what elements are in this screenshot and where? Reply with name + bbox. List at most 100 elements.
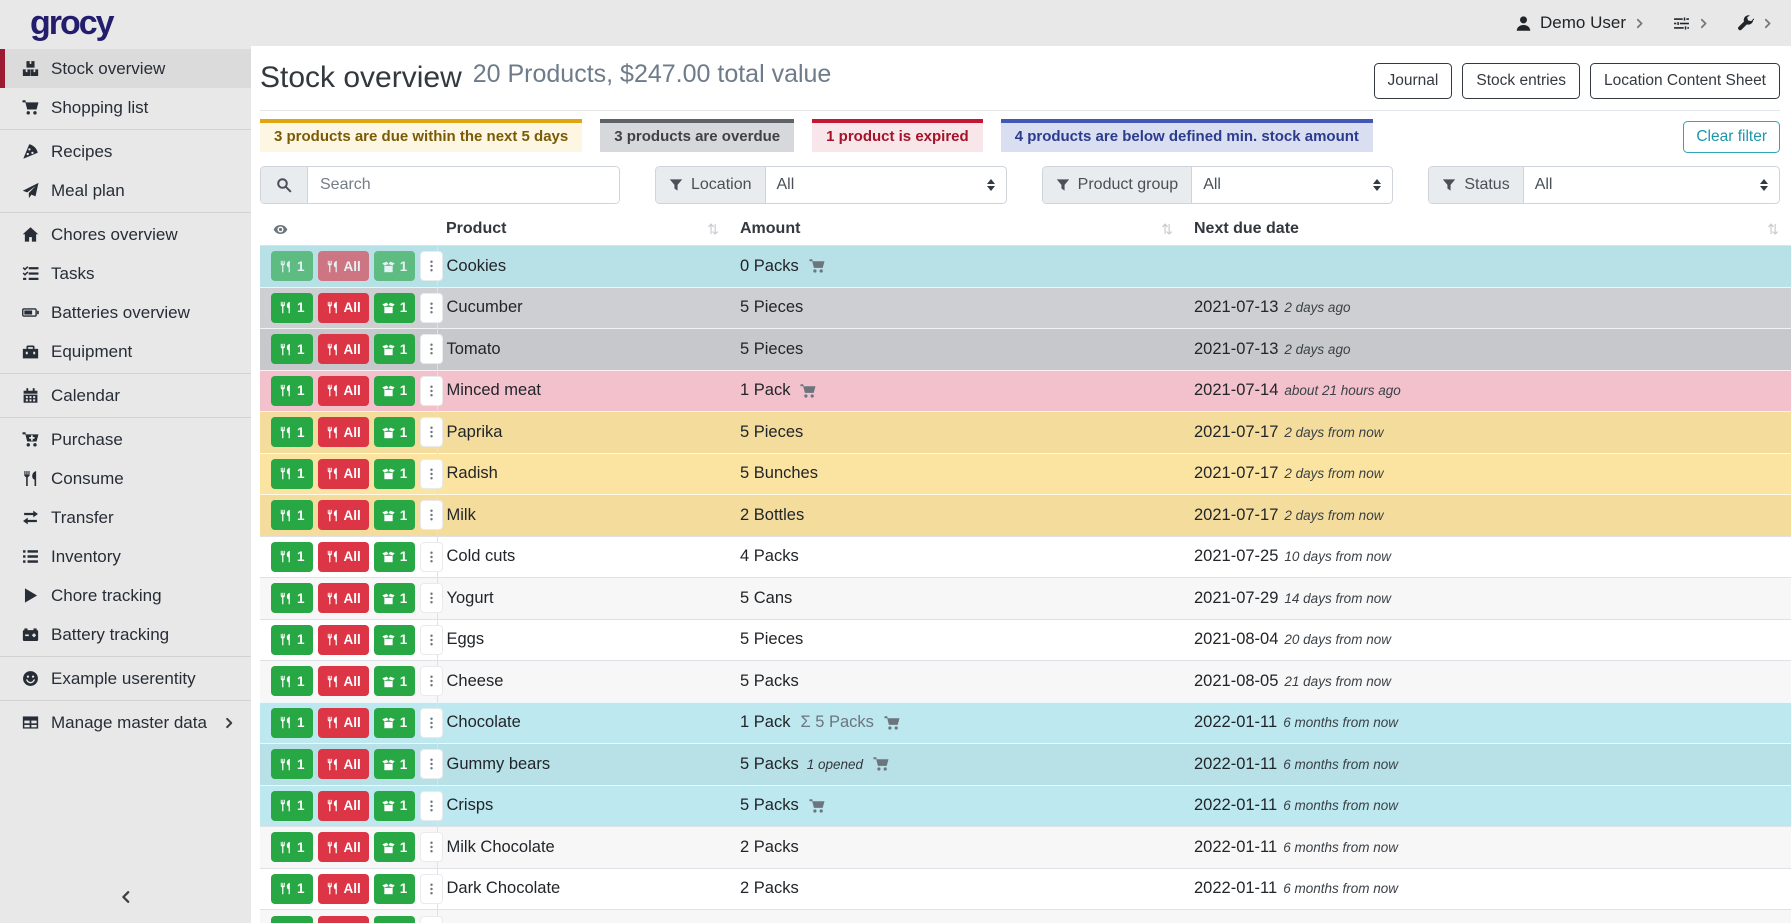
open-one-button[interactable]: 1 [373,458,416,489]
consume-all-button[interactable]: All [317,541,369,572]
sort-icon[interactable]: ⇅ [707,220,719,237]
sort-icon[interactable]: ⇅ [1767,220,1779,237]
shopping-cart-icon[interactable] [809,798,825,814]
consume-one-button[interactable]: 1 [271,541,313,572]
product-name[interactable]: Flour [437,909,731,923]
status-banner-danger[interactable]: 1 product is expired [812,119,983,152]
consume-one-button[interactable]: 1 [271,458,313,489]
consume-one-button[interactable]: 1 [271,375,313,406]
product-name[interactable]: Eggs [437,618,731,661]
status-banner-secondary[interactable]: 3 products are overdue [600,119,795,152]
journal-button[interactable]: Journal [1373,63,1453,99]
consume-one-button[interactable]: 1 [271,417,313,448]
shopping-cart-icon[interactable] [873,756,889,772]
sidebar-item-consume[interactable]: Consume [0,459,251,498]
product-name[interactable]: Minced meat [437,369,731,412]
row-menu-button[interactable] [420,541,444,572]
consume-all-button[interactable]: All [317,749,369,780]
consume-one-button[interactable]: 1 [271,624,313,655]
shopping-cart-icon[interactable] [884,715,900,731]
sidebar-item-calendar[interactable]: Calendar [0,376,251,415]
row-menu-button[interactable] [420,749,444,780]
sidebar-item-example-userentity[interactable]: Example userentity [0,659,251,698]
open-one-button[interactable]: 1 [373,915,416,923]
consume-all-button[interactable]: All [317,624,369,655]
consume-one-button[interactable]: 1 [271,915,313,923]
row-menu-button[interactable] [420,458,444,489]
consume-all-button[interactable]: All [317,915,369,923]
open-one-button[interactable]: 1 [373,251,416,282]
row-menu-button[interactable] [420,251,444,282]
product-name[interactable]: Dark Chocolate [437,867,731,910]
open-one-button[interactable]: 1 [373,292,416,323]
consume-one-button[interactable]: 1 [271,583,313,614]
open-one-button[interactable]: 1 [373,666,416,697]
product-name[interactable]: Chocolate [437,701,731,744]
status-select[interactable]: All [1524,167,1779,203]
consume-all-button[interactable]: All [317,583,369,614]
location-select[interactable]: All [766,167,1006,203]
consume-all-button[interactable]: All [317,251,369,282]
open-one-button[interactable]: 1 [373,749,416,780]
row-menu-button[interactable] [420,624,444,655]
sidebar-collapse-button[interactable] [119,890,133,909]
admin-menu[interactable] [1737,14,1773,32]
open-one-button[interactable]: 1 [373,417,416,448]
consume-all-button[interactable]: All [317,873,369,904]
consume-one-button[interactable]: 1 [271,873,313,904]
open-one-button[interactable]: 1 [373,500,416,531]
row-menu-button[interactable] [420,873,444,904]
open-one-button[interactable]: 1 [373,334,416,365]
sidebar-item-equipment[interactable]: Equipment [0,332,251,371]
sidebar-item-chore-tracking[interactable]: Chore tracking [0,576,251,615]
consume-one-button[interactable]: 1 [271,707,313,738]
product-name[interactable]: Milk [437,494,731,536]
product-name[interactable]: Yogurt [437,577,731,619]
sidebar-item-transfer[interactable]: Transfer [0,498,251,537]
clear-filter-button[interactable]: Clear filter [1683,121,1780,153]
consume-one-button[interactable]: 1 [271,749,313,780]
sidebar-item-manage-master-data[interactable]: Manage master data [0,703,251,742]
stock-entries-button[interactable]: Stock entries [1462,63,1580,99]
open-one-button[interactable]: 1 [373,832,416,863]
consume-all-button[interactable]: All [317,666,369,697]
sidebar-item-inventory[interactable]: Inventory [0,537,251,576]
consume-all-button[interactable]: All [317,707,369,738]
sort-icon[interactable]: ⇅ [1161,220,1173,237]
column-next-due-date[interactable]: Next due date ⇅ [1185,217,1791,246]
product-name[interactable]: Cheese [437,660,731,702]
settings-menu[interactable] [1673,15,1709,32]
product-group-select[interactable]: All [1192,167,1392,203]
row-menu-button[interactable] [420,292,444,323]
consume-one-button[interactable]: 1 [271,666,313,697]
consume-one-button[interactable]: 1 [271,334,313,365]
sidebar-item-purchase[interactable]: Purchase [0,420,251,459]
sidebar-item-shopping-list[interactable]: Shopping list [0,88,251,127]
open-one-button[interactable]: 1 [373,624,416,655]
product-name[interactable]: Cucumber [437,286,731,329]
product-name[interactable]: Tomato [437,328,731,370]
consume-all-button[interactable]: All [317,334,369,365]
consume-one-button[interactable]: 1 [271,500,313,531]
open-one-button[interactable]: 1 [373,707,416,738]
product-name[interactable]: Paprika [437,411,731,453]
consume-all-button[interactable]: All [317,292,369,323]
consume-all-button[interactable]: All [317,832,369,863]
open-one-button[interactable]: 1 [373,375,416,406]
location-content-sheet-button[interactable]: Location Content Sheet [1589,63,1780,99]
product-name[interactable]: Gummy bears [437,743,731,785]
row-menu-button[interactable] [420,334,444,365]
consume-all-button[interactable]: All [317,790,369,821]
consume-one-button[interactable]: 1 [271,251,313,282]
sidebar-item-meal-plan[interactable]: Meal plan [0,171,251,210]
consume-all-button[interactable]: All [317,417,369,448]
row-menu-button[interactable] [420,790,444,821]
row-menu-button[interactable] [420,417,444,448]
consume-all-button[interactable]: All [317,458,369,489]
sidebar-item-batteries-overview[interactable]: Batteries overview [0,293,251,332]
sidebar-item-chores-overview[interactable]: Chores overview [0,215,251,254]
consume-one-button[interactable]: 1 [271,832,313,863]
row-menu-button[interactable] [420,915,444,923]
shopping-cart-icon[interactable] [800,383,816,399]
row-menu-button[interactable] [420,500,444,531]
